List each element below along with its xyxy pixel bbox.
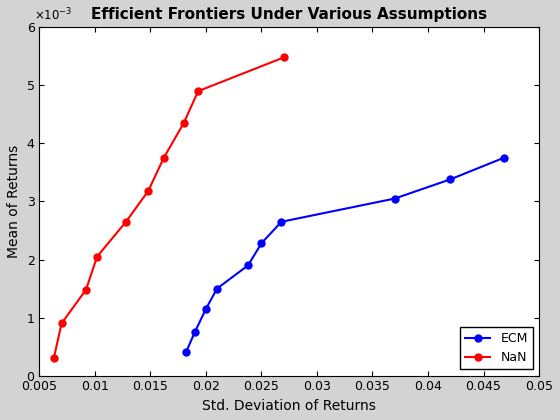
ECM	[203, 306, 209, 311]
NaN	[94, 254, 100, 259]
ECM	[192, 330, 198, 335]
NaN	[50, 356, 57, 361]
NaN	[123, 219, 129, 224]
Title: Efficient Frontiers Under Various Assumptions: Efficient Frontiers Under Various Assump…	[91, 7, 487, 22]
Y-axis label: Mean of Returns: Mean of Returns	[7, 145, 21, 258]
NaN	[281, 55, 287, 60]
NaN	[195, 89, 202, 94]
ECM	[391, 196, 398, 201]
Legend: ECM, NaN: ECM, NaN	[460, 327, 533, 369]
ECM	[183, 350, 189, 355]
Line: NaN: NaN	[50, 54, 287, 362]
ECM	[278, 219, 285, 224]
NaN	[180, 121, 187, 126]
NaN	[160, 155, 167, 160]
ECM	[245, 263, 251, 268]
Line: ECM: ECM	[183, 155, 507, 356]
X-axis label: Std. Deviation of Returns: Std. Deviation of Returns	[202, 399, 376, 413]
Text: $\times10^{-3}$: $\times10^{-3}$	[34, 7, 73, 24]
NaN	[83, 287, 90, 292]
ECM	[500, 155, 507, 160]
NaN	[145, 189, 152, 194]
ECM	[447, 177, 454, 182]
ECM	[258, 241, 265, 246]
NaN	[58, 321, 65, 326]
ECM	[214, 286, 221, 291]
